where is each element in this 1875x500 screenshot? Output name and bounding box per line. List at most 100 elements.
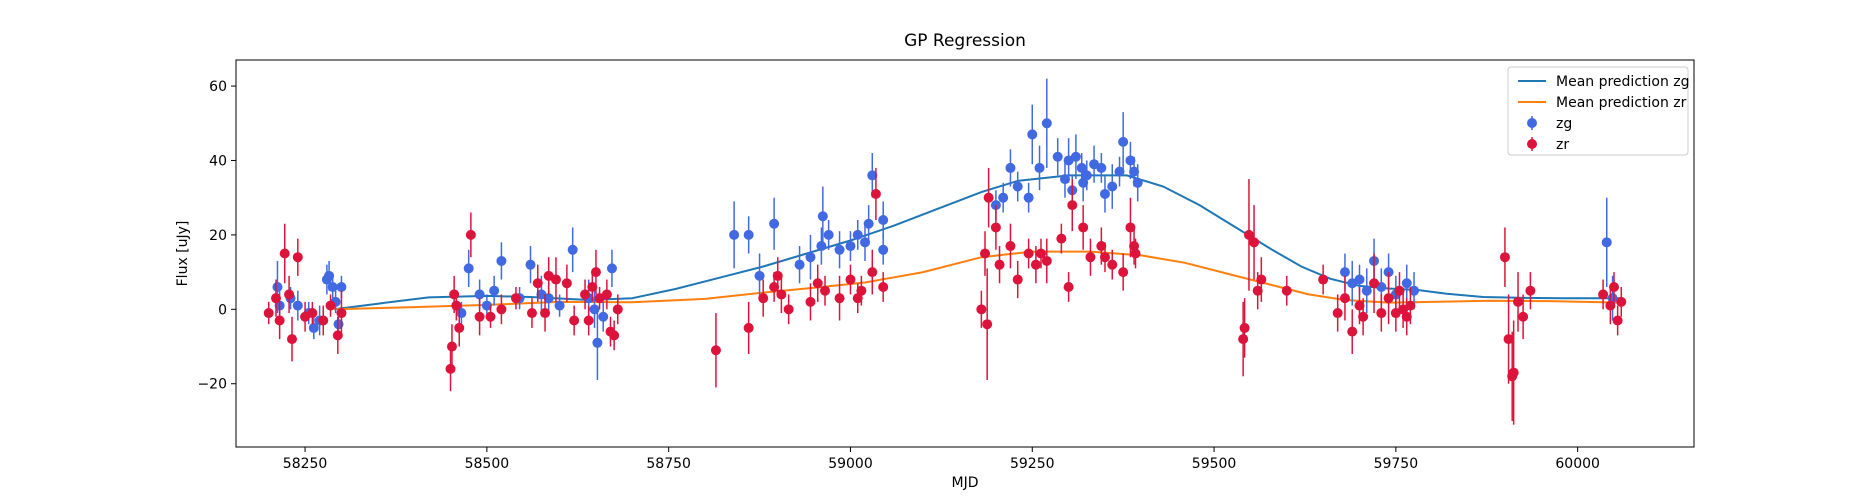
legend-zg-marker (1527, 118, 1537, 128)
zr-point (805, 296, 816, 307)
zr-point (1085, 252, 1096, 263)
zg-point (463, 263, 474, 274)
zr-point (1252, 285, 1263, 296)
zr-point (1067, 200, 1078, 211)
zr-point (743, 322, 754, 333)
zr-point (820, 285, 831, 296)
zg-point (1081, 170, 1092, 181)
zr-point (465, 229, 476, 240)
y-tick-label: 40 (209, 153, 227, 169)
zg-point (1132, 177, 1143, 188)
zr-point (1508, 367, 1519, 378)
zg-point (1096, 162, 1107, 173)
zr-point (1063, 281, 1074, 292)
zr-point (485, 311, 496, 322)
zr-point (1238, 334, 1249, 345)
zr-point (279, 248, 290, 259)
zr-point (1598, 289, 1609, 300)
zg-point (817, 211, 828, 222)
zr-point (1405, 300, 1416, 311)
zr-point (1525, 285, 1536, 296)
zr-point (1078, 222, 1089, 233)
zr-point (1243, 229, 1254, 240)
zg-point (496, 255, 507, 266)
zr-point (336, 308, 347, 319)
zr-point (982, 319, 993, 330)
zr-point (1118, 267, 1129, 278)
zg-point (1034, 162, 1045, 173)
zr-point (561, 278, 572, 289)
zr-point (1318, 274, 1329, 285)
zr-point (274, 315, 285, 326)
zr-point (1107, 259, 1118, 270)
legend-zg-label: zg (1556, 116, 1572, 132)
zr-point (1499, 252, 1510, 263)
zr-point (758, 293, 769, 304)
zr-point (976, 304, 987, 315)
zr-point (454, 322, 465, 333)
zg-point (754, 270, 765, 281)
zg-point (525, 259, 536, 270)
zr-point (1376, 308, 1387, 319)
x-tick-label: 58250 (283, 456, 328, 472)
zr-point (1125, 222, 1136, 233)
zg-point (272, 281, 283, 292)
zg-point (606, 263, 617, 274)
zr-point (1130, 248, 1141, 259)
zr-point (1099, 252, 1110, 263)
zr-point (1012, 274, 1023, 285)
zr-point (1339, 293, 1350, 304)
zr-point (812, 278, 823, 289)
zg-point (794, 259, 805, 270)
zg-point (1012, 181, 1023, 192)
zg-point (1118, 136, 1129, 147)
zr-point (263, 308, 274, 319)
zg-point (567, 244, 578, 255)
zg-point (481, 300, 492, 311)
zr-point (1383, 293, 1394, 304)
zg-point (878, 244, 889, 255)
zg-point (816, 241, 827, 252)
zr-point (569, 315, 580, 326)
legend: Mean prediction zg Mean prediction zr zg zr (1507, 66, 1690, 156)
zg-point (1354, 274, 1365, 285)
zg-point (852, 229, 863, 240)
zg-point (598, 311, 609, 322)
zr-point (1347, 326, 1358, 337)
zr-point (1605, 300, 1616, 311)
zr-point (867, 267, 878, 278)
zr-point (609, 330, 620, 341)
zr-point (870, 188, 881, 199)
y-axis-ticks: −20 0 20 40 60 (197, 79, 236, 393)
zr-point (583, 315, 594, 326)
zr-point (510, 293, 521, 304)
zr-point (1513, 296, 1524, 307)
zr-point (1518, 311, 1529, 322)
x-tick-label: 60000 (1555, 456, 1600, 472)
zg-point (324, 270, 335, 281)
zr-point (1005, 241, 1016, 252)
zr-point (856, 285, 867, 296)
zg-point (336, 281, 347, 292)
zr-point (983, 192, 994, 203)
zr-point (1239, 322, 1250, 333)
data-points (263, 78, 1627, 425)
zg-point (1070, 151, 1081, 162)
zr-point (451, 300, 462, 311)
zr-point (601, 289, 612, 300)
zg-point (1078, 177, 1089, 188)
zr-point (446, 341, 457, 352)
zr-point (587, 281, 598, 292)
x-tick-label: 59750 (1374, 456, 1419, 472)
y-tick-label: 0 (218, 302, 227, 318)
zg-point (1401, 278, 1412, 289)
zg-point (327, 281, 338, 292)
zg-point (729, 229, 740, 240)
zr-point (769, 281, 780, 292)
zr-point (284, 289, 295, 300)
zr-point (1096, 241, 1107, 252)
y-tick-label: 60 (209, 79, 227, 95)
zr-point (612, 304, 623, 315)
legend-zr-marker (1527, 139, 1537, 149)
zr-point (979, 248, 990, 259)
